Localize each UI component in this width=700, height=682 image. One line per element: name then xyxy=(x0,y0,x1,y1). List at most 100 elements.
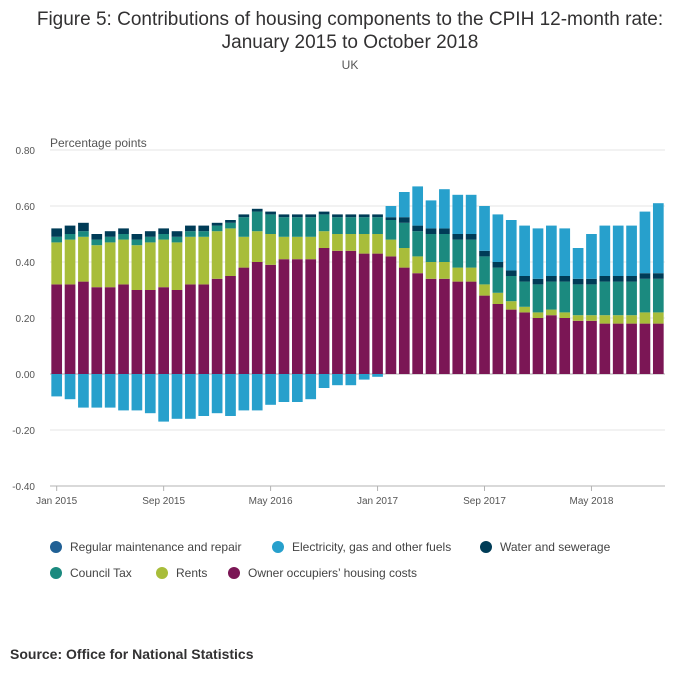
bar-segment xyxy=(225,222,236,229)
bar-segment xyxy=(104,374,116,408)
bar-segment xyxy=(78,236,89,282)
bar-segment xyxy=(559,228,571,276)
bar-segment xyxy=(398,248,410,268)
chart-title-line-2: January 2015 to October 2018 xyxy=(221,32,479,53)
bar-segment xyxy=(131,239,143,246)
bar-segment xyxy=(251,231,263,262)
bar-segment xyxy=(626,315,637,324)
bar-segment xyxy=(78,281,89,374)
bar-segment xyxy=(211,278,223,374)
bar-segment xyxy=(118,239,129,285)
bar-segment xyxy=(505,276,517,302)
bar-segment xyxy=(586,315,597,321)
bar-segment xyxy=(639,273,651,279)
legend-item-maintenance[interactable]: Regular maintenance and repair xyxy=(50,540,241,554)
bar-segment xyxy=(211,374,223,414)
bar-segment xyxy=(452,234,464,240)
bar-segment xyxy=(358,253,370,374)
legend-item-rents[interactable]: Rents xyxy=(156,566,207,580)
bar-segment xyxy=(385,217,397,220)
legend-swatch-water xyxy=(480,541,492,553)
bar-segment xyxy=(492,292,504,304)
bar-segment xyxy=(265,211,276,215)
bar-segment xyxy=(439,278,450,374)
bar-segment xyxy=(332,234,343,251)
bar-segment xyxy=(519,306,530,313)
chart-title-line-1: Figure 5: Contributions of housing compo… xyxy=(36,9,664,30)
bar-segment xyxy=(91,245,103,288)
legend-swatch-owner-occupiers xyxy=(228,567,240,579)
bar-segment xyxy=(171,374,183,419)
legend-item-electricity[interactable]: Electricity, gas and other fuels xyxy=(272,540,451,554)
bar-segment xyxy=(345,234,357,251)
bar-segment xyxy=(345,374,357,386)
bar-segment xyxy=(372,217,383,234)
legend-item-water[interactable]: Water and sewerage xyxy=(480,540,610,554)
bar-segment xyxy=(398,222,410,248)
bar-segment xyxy=(198,284,210,374)
bar-segment xyxy=(505,220,517,271)
bar-segment xyxy=(372,374,383,377)
bar-segment xyxy=(131,234,143,240)
bar-segment xyxy=(185,284,196,374)
bar-segment xyxy=(586,284,597,316)
x-tick-label: Jan 2015 xyxy=(36,496,78,507)
bar-segment xyxy=(238,214,250,218)
bar-segment xyxy=(171,242,183,290)
bar-segment xyxy=(385,256,397,374)
bar-segment xyxy=(599,323,611,374)
bar-segment xyxy=(345,250,357,374)
bar-segment xyxy=(385,220,397,240)
bar-segment xyxy=(532,312,544,318)
bar-segment xyxy=(318,374,330,388)
bar-segment xyxy=(599,276,611,282)
bar-segment xyxy=(238,374,250,411)
bar-segment xyxy=(318,248,330,374)
bar-segment xyxy=(144,290,156,374)
x-tick-label: May 2018 xyxy=(570,496,614,507)
bar-segment xyxy=(345,217,357,234)
x-tick-label: Sep 2017 xyxy=(463,496,506,507)
bar-segment xyxy=(372,253,383,374)
bar-segment xyxy=(118,228,129,234)
bar-segment xyxy=(612,323,624,374)
y-tick-label: -0.40 xyxy=(12,482,35,493)
bar-segment xyxy=(278,217,290,237)
bar-segment xyxy=(91,239,103,246)
bar-segment xyxy=(612,315,624,324)
bar-segment xyxy=(238,267,250,374)
bar-segment xyxy=(332,374,343,386)
bar-segment xyxy=(91,374,103,408)
bar-segment xyxy=(332,217,343,234)
bar-segment xyxy=(291,217,303,237)
bar-segment xyxy=(479,256,490,285)
bar-segment xyxy=(278,214,290,218)
bar-segment xyxy=(51,242,63,285)
bar-segment xyxy=(385,206,397,218)
bar-segment xyxy=(586,320,597,374)
bar-segment xyxy=(439,262,450,279)
bar-segment xyxy=(626,276,637,282)
bar-segment xyxy=(78,231,89,237)
bar-segment xyxy=(519,281,530,307)
bar-segment xyxy=(599,281,611,316)
y-tick-label: 0.00 xyxy=(16,370,36,381)
bar-segment xyxy=(198,374,210,416)
bar-segment xyxy=(305,236,317,260)
bar-segment xyxy=(626,281,637,316)
bar-segment xyxy=(158,228,169,234)
legend-item-council-tax[interactable]: Council Tax xyxy=(50,566,132,580)
bar-segment xyxy=(612,281,624,316)
chart-subtitle: UK xyxy=(341,58,359,72)
bar-segment xyxy=(519,312,530,374)
bar-segment xyxy=(385,239,397,257)
bar-segment xyxy=(572,320,584,374)
bar-segment xyxy=(291,236,303,260)
bar-segment xyxy=(144,236,156,243)
bar-segment xyxy=(158,374,169,422)
bar-segment xyxy=(104,242,116,288)
legend-swatch-maintenance xyxy=(50,541,62,553)
bar-segment xyxy=(185,374,196,419)
legend-item-owner-occupiers[interactable]: Owner occupiers’ housing costs xyxy=(228,566,417,580)
bar-segment xyxy=(104,231,116,237)
